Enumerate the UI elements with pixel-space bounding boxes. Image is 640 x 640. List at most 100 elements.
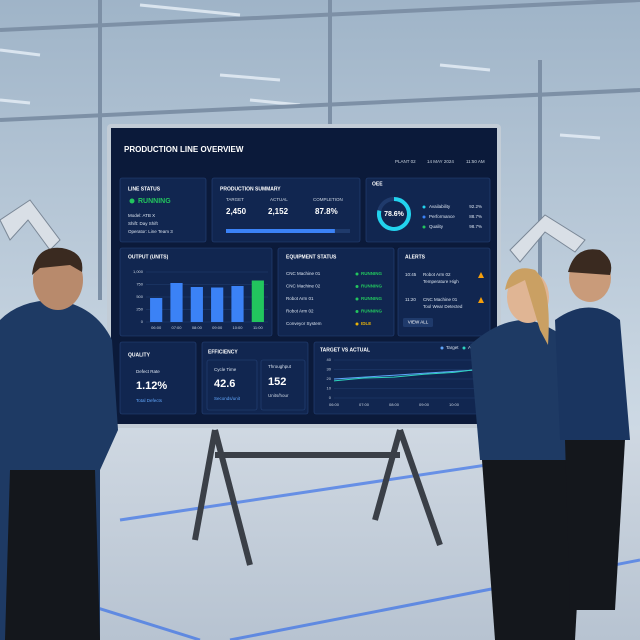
- stand: [192, 429, 443, 566]
- x-tick-label: 07:00: [171, 325, 182, 330]
- status: RUNNING: [361, 284, 382, 289]
- legend-dot: [462, 346, 466, 350]
- title: PRODUCTION LINE OVERVIEW: [124, 145, 244, 154]
- bar: [150, 298, 163, 322]
- kpi: 2,450: [226, 207, 247, 216]
- x-tick-label: 08:00: [389, 402, 400, 407]
- label: CNC Machine 01: [423, 297, 458, 302]
- bar: [190, 287, 203, 322]
- label: Quality: [429, 224, 444, 229]
- status-dot: [355, 322, 359, 326]
- label: 11:50 AM: [466, 159, 485, 164]
- x-tick-label: 07:00: [359, 402, 370, 407]
- panel: [365, 177, 491, 243]
- panel: [397, 247, 491, 337]
- y-tick-label: 0: [329, 395, 332, 400]
- bar: [251, 280, 264, 322]
- button[interactable]: [403, 318, 433, 327]
- legend-dot: [422, 215, 426, 219]
- label: 98.7%: [469, 224, 482, 229]
- bar: [211, 287, 224, 322]
- status: RUNNING: [361, 309, 382, 314]
- label: Operator: Line Team 3: [128, 229, 173, 234]
- y-tick-label: 500: [136, 294, 143, 299]
- kpi: 152: [268, 376, 286, 388]
- panel-title: LINE STATUS: [128, 186, 161, 192]
- y-tick-label: 40: [327, 357, 332, 362]
- panel-title: QUALITY: [128, 352, 151, 358]
- panel-title: TARGET VS ACTUAL: [320, 347, 370, 353]
- button-label: VIEW ALL: [408, 320, 429, 325]
- label: COMPLETION: [313, 197, 343, 202]
- legend-dot: [422, 205, 426, 209]
- panel-title: PRODUCTION SUMMARY: [220, 186, 281, 192]
- progress-bar: [226, 229, 335, 233]
- x-tick-label: 09:00: [419, 402, 430, 407]
- x-tick-label: 10:00: [449, 402, 460, 407]
- label: Total Defects: [136, 398, 163, 403]
- label: Availability: [429, 204, 451, 209]
- status: RUNNING: [138, 198, 171, 205]
- panel-title: ALERTS: [405, 254, 426, 260]
- panel: [277, 247, 395, 337]
- status-dot: [129, 198, 135, 204]
- status-dot: [355, 310, 359, 313]
- y-tick-label: 20: [327, 376, 332, 381]
- kpi: 87.8%: [315, 207, 338, 216]
- x-tick-label: 10:00: [232, 325, 243, 330]
- label: Model: ATB X: [128, 213, 155, 218]
- panel-title: OUTPUT (UNITS): [128, 254, 169, 260]
- label: 92.2%: [469, 204, 482, 209]
- panel-title: OEE: [372, 181, 383, 187]
- label: CNC Machine 01: [286, 271, 321, 276]
- panel-title: EFFICIENCY: [208, 349, 238, 355]
- label: 10:45: [405, 272, 417, 277]
- x-tick-label: 06:00: [329, 402, 340, 407]
- label: Throughput: [268, 364, 292, 369]
- y-tick-label: 0: [141, 319, 144, 324]
- legend-dot: [422, 225, 426, 229]
- kpi: 42.6: [214, 378, 235, 390]
- label: Seconds/unit: [214, 396, 241, 401]
- status-dot: [355, 297, 359, 301]
- gauge-value: 78.6%: [384, 211, 405, 218]
- y-tick-label: 250: [136, 307, 143, 312]
- bar: [170, 283, 183, 322]
- x-tick-label: 06:00: [151, 325, 162, 330]
- panel: [206, 359, 258, 411]
- label: TARGET: [226, 197, 244, 202]
- label: PLANT 02: [395, 159, 416, 164]
- legend-dot: [440, 346, 444, 350]
- legend-label: Target: [446, 345, 459, 350]
- people: [0, 247, 630, 640]
- bar: [231, 286, 244, 322]
- status: IDLE: [361, 321, 371, 326]
- label: Temperature High: [423, 279, 459, 284]
- label: 88.7%: [469, 214, 482, 219]
- status-dot: [355, 285, 359, 288]
- label: Tool Wear Detected: [423, 304, 463, 309]
- label: Robot Arm 01: [286, 296, 314, 301]
- y-tick-label: 1,000: [133, 269, 144, 274]
- label: CNC Machine 02: [286, 284, 321, 289]
- x-tick-label: 09:00: [212, 325, 223, 330]
- panel-title: EQUIPMENT STATUS: [286, 254, 337, 260]
- series-line: [333, 369, 485, 380]
- panel: [119, 341, 197, 415]
- status: RUNNING: [361, 296, 382, 301]
- kpi: 2,152: [268, 207, 289, 216]
- warning-icon: [478, 297, 484, 303]
- y-tick-label: 10: [327, 386, 332, 391]
- label: 14 MAY 2024: [427, 159, 454, 164]
- panel: [211, 177, 361, 243]
- label: ACTUAL: [270, 197, 288, 202]
- label: Cycle Time: [214, 367, 237, 372]
- label: Units/hour: [268, 393, 289, 398]
- panel: [260, 359, 306, 411]
- status: RUNNING: [361, 271, 382, 276]
- dashboard: PRODUCTION LINE OVERVIEW PLANT 02 14 MAY 2…: [119, 145, 491, 415]
- series-line: [333, 368, 485, 382]
- status-dot: [355, 272, 359, 276]
